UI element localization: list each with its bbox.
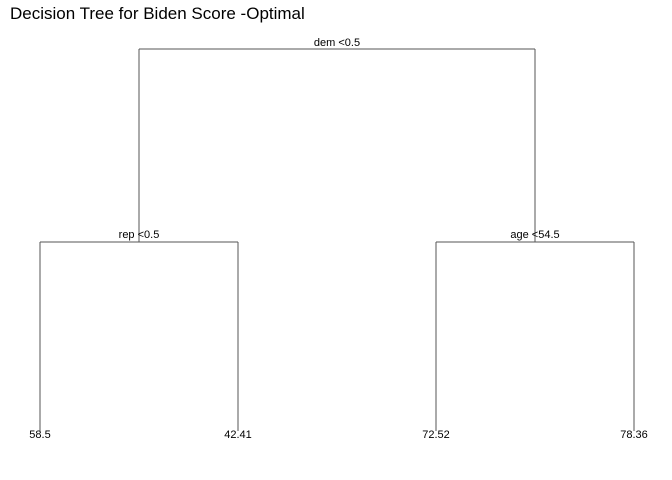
- root-split-label: dem <0.5: [314, 37, 360, 49]
- diagram-title: Decision Tree for Biden Score -Optimal: [10, 4, 305, 23]
- leaf-value: 58.5: [29, 429, 50, 441]
- leaf-value: 78.36: [620, 429, 648, 441]
- leaf-value: 42.41: [224, 429, 252, 441]
- left-split-label: rep <0.5: [119, 229, 160, 241]
- right-split-label: age <54.5: [510, 229, 559, 241]
- leaf-value: 72.52: [422, 429, 450, 441]
